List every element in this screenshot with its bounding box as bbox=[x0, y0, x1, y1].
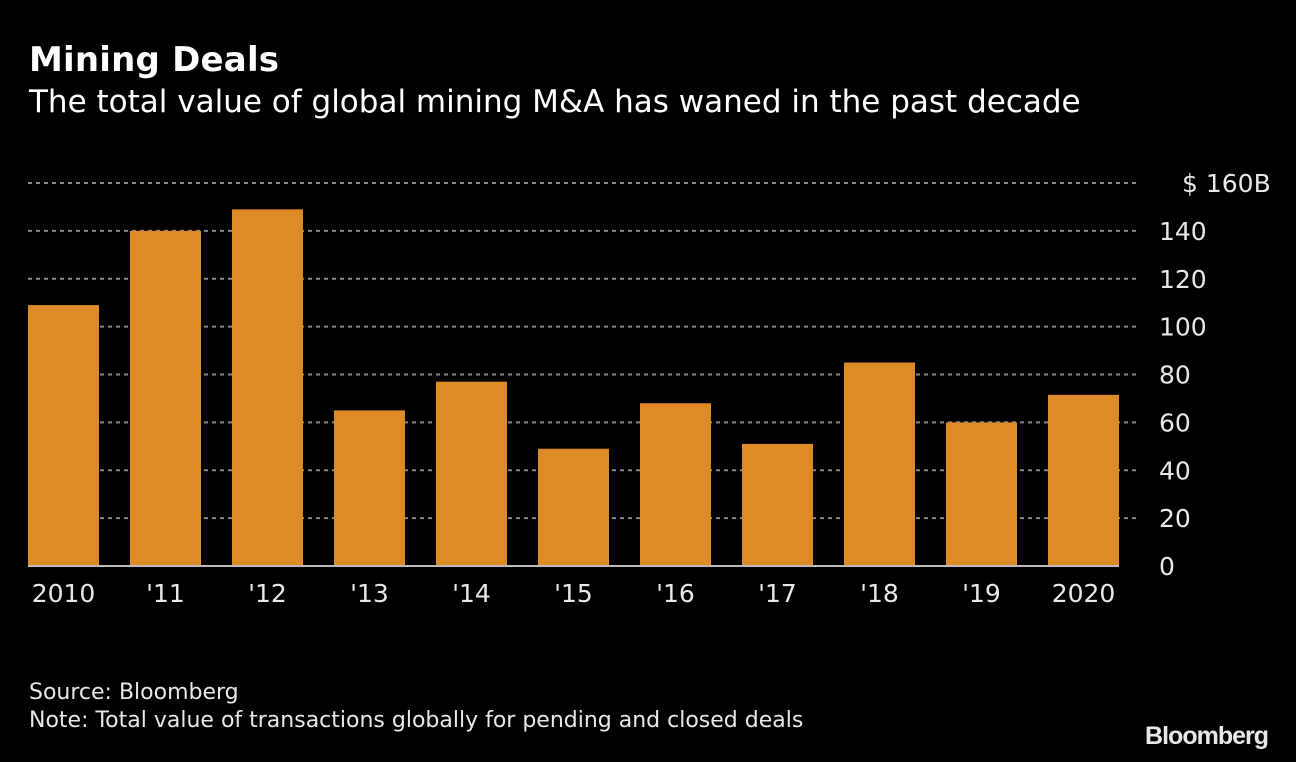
x-tick-label: '12 bbox=[248, 579, 287, 608]
x-tick-label: '18 bbox=[860, 579, 899, 608]
x-tick-label: '11 bbox=[146, 579, 185, 608]
x-tick-label: '16 bbox=[656, 579, 695, 608]
y-tick-label: $ 160B bbox=[1182, 169, 1271, 198]
bar bbox=[742, 443, 813, 566]
x-tick-label: 2020 bbox=[1052, 579, 1116, 608]
chart-subtitle: The total value of global mining M&A has… bbox=[29, 84, 1081, 120]
x-tick-label: '19 bbox=[962, 579, 1001, 608]
y-tick-label: 40 bbox=[1159, 456, 1191, 485]
y-tick-label: 140 bbox=[1159, 217, 1207, 246]
bar bbox=[640, 403, 711, 566]
y-tick-label: 100 bbox=[1159, 313, 1207, 342]
y-tick-label: 120 bbox=[1159, 265, 1207, 294]
y-tick-label: 60 bbox=[1159, 408, 1191, 437]
bar bbox=[28, 305, 99, 566]
footnote: Note: Total value of transactions global… bbox=[29, 708, 804, 733]
source-note: Source: Bloomberg bbox=[29, 680, 239, 705]
x-tick-label: '14 bbox=[452, 579, 491, 608]
bar bbox=[844, 362, 915, 566]
bar bbox=[538, 448, 609, 566]
y-tick-label: 80 bbox=[1159, 361, 1191, 390]
x-tick-label: '15 bbox=[554, 579, 593, 608]
bloomberg-logo: Bloomberg bbox=[1145, 722, 1269, 750]
bar bbox=[334, 410, 405, 566]
y-tick-label: 0 bbox=[1159, 552, 1175, 581]
bar bbox=[946, 422, 1017, 566]
chart-title: Mining Deals bbox=[29, 40, 280, 80]
x-tick-label: 2010 bbox=[32, 579, 96, 608]
y-tick-label: 20 bbox=[1159, 504, 1191, 533]
bar bbox=[232, 209, 303, 567]
bar bbox=[1048, 394, 1119, 566]
bar bbox=[436, 381, 507, 566]
x-tick-label: '13 bbox=[350, 579, 389, 608]
bar-chart: 0 20 40 60 80 100 120 140 $ 160B 2010 '11 '12 '13 '14… bbox=[28, 169, 1271, 608]
x-tick-label: '17 bbox=[758, 579, 797, 608]
bar bbox=[130, 230, 201, 566]
